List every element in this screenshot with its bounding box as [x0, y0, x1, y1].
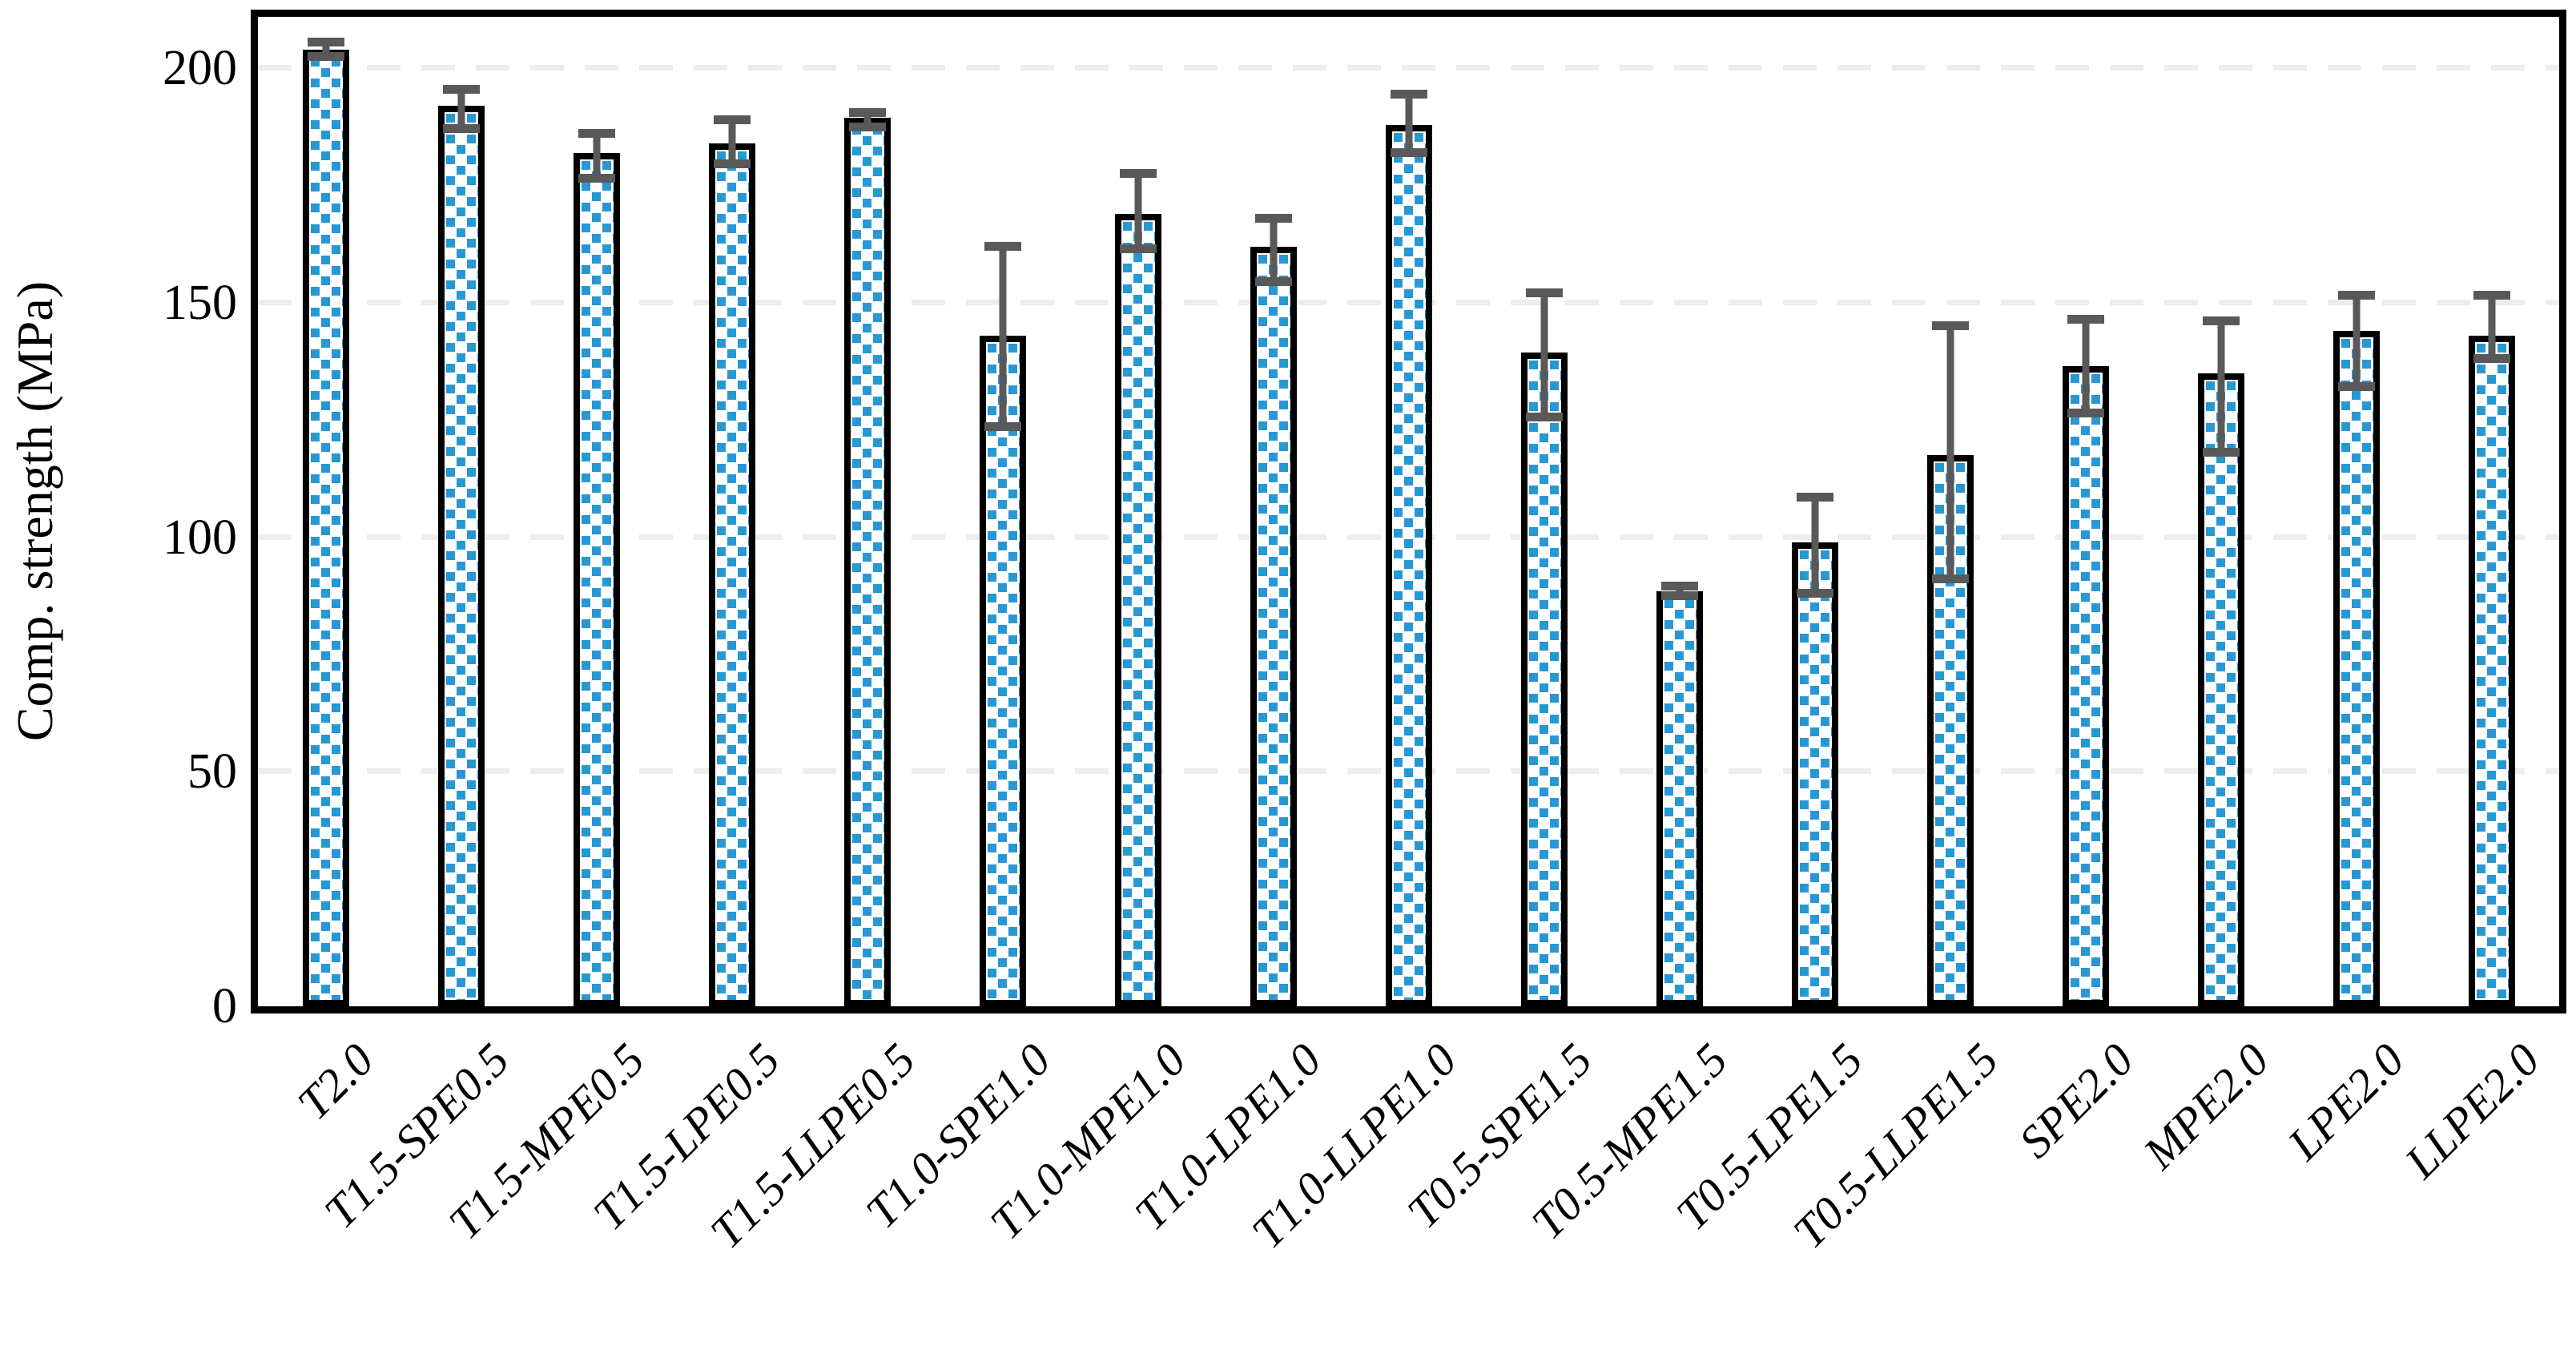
bar-T1.5-SPE0.5: [437, 106, 485, 1006]
error-cap-top-T1.0-LLPE1.0: [1390, 89, 1427, 99]
bar-T1.5-MPE0.5: [573, 152, 620, 1006]
error-cap-bottom-LLPE2.0: [2473, 354, 2510, 364]
bar-slot-LLPE2.0: [2424, 17, 2559, 1006]
error-cap-bottom-LPE2.0: [2337, 382, 2375, 392]
y-tick-label: 50: [187, 744, 237, 800]
bar-T0.5-LPE1.5: [1791, 542, 1838, 1006]
error-whisker-T1.0-LPE1.0: [1270, 218, 1277, 282]
bar-T0.5-SPE1.5: [1520, 352, 1568, 1006]
error-cap-top-T1.0-SPE1.0: [984, 241, 1021, 251]
bar-slot-SPE2.0: [2018, 17, 2153, 1006]
error-cap-bottom-T1.5-LLPE0.5: [848, 122, 886, 131]
error-cap-bottom-T1.0-LLPE1.0: [1390, 147, 1427, 157]
error-cap-bottom-SPE2.0: [2067, 408, 2104, 417]
x-tick-label-MPE2.0: MPE2.0: [2132, 1033, 2279, 1179]
y-tick-label: 0: [212, 979, 237, 1034]
error-cap-top-T1.0-MPE1.0: [1119, 169, 1157, 179]
bar-slot-T0.5-LPE1.5: [1747, 17, 1882, 1006]
error-cap-top-T1.5-MPE0.5: [578, 129, 615, 139]
error-cap-top-T0.5-LLPE1.5: [1931, 321, 1969, 331]
y-tick-label: 100: [163, 510, 237, 565]
error-whisker-T0.5-LPE1.5: [1811, 497, 1818, 594]
error-cap-bottom-T1.0-SPE1.0: [984, 422, 1021, 432]
x-tick-label-SPE2.0: SPE2.0: [2008, 1033, 2143, 1168]
error-cap-top-T1.5-SPE0.5: [442, 84, 480, 94]
bar-slot-T1.0-SPE1.0: [935, 17, 1070, 1006]
error-cap-bottom-T1.0-MPE1.0: [1119, 244, 1157, 253]
error-cap-bottom-T1.5-MPE0.5: [578, 173, 615, 183]
bar-slot-T1.0-LPE1.0: [1205, 17, 1341, 1006]
bar-slot-T1.5-LPE0.5: [664, 17, 799, 1006]
error-cap-top-T1.5-LPE0.5: [713, 115, 751, 124]
plot-area: [251, 10, 2566, 1013]
error-cap-bottom-T1.5-SPE0.5: [442, 124, 480, 134]
error-whisker-LLPE2.0: [2488, 296, 2495, 360]
error-whisker-T1.0-SPE1.0: [999, 246, 1006, 428]
bar-slot-T1.0-LLPE1.0: [1341, 17, 1476, 1006]
bar-SPE2.0: [2062, 366, 2109, 1006]
error-whisker-T2.0: [322, 42, 329, 57]
bar-slot-T1.5-LLPE0.5: [799, 17, 935, 1006]
error-whisker-T1.5-SPE0.5: [457, 89, 465, 130]
error-whisker-T1.5-MPE0.5: [593, 134, 600, 179]
x-tick-label-LPE2.0: LPE2.0: [2277, 1033, 2414, 1171]
error-cap-bottom-T0.5-MPE1.5: [1660, 590, 1698, 600]
bar-T1.0-LPE1.0: [1250, 246, 1297, 1006]
bar-T1.0-SPE1.0: [979, 336, 1026, 1006]
x-tick-label-T2.0: T2.0: [287, 1033, 384, 1130]
error-whisker-MPE2.0: [2217, 321, 2224, 453]
bar-T1.5-LLPE0.5: [843, 117, 891, 1006]
bar-slot-LPE2.0: [2288, 17, 2424, 1006]
error-cap-top-SPE2.0: [2067, 314, 2104, 324]
error-whisker-T0.5-SPE1.5: [1540, 293, 1548, 418]
error-cap-bottom-T2.0: [307, 51, 344, 61]
error-cap-top-MPE2.0: [2202, 316, 2240, 326]
bar-LLPE2.0: [2468, 336, 2515, 1006]
error-cap-top-T2.0: [307, 38, 344, 47]
error-cap-top-T0.5-LPE1.5: [1796, 492, 1833, 502]
bar-LPE2.0: [2332, 331, 2380, 1006]
bar-slot-MPE2.0: [2153, 17, 2288, 1006]
bar-slot-T1.5-MPE0.5: [529, 17, 664, 1006]
error-cap-bottom-T0.5-LPE1.5: [1796, 588, 1833, 598]
y-axis-title: Comp. strength (MPa): [6, 280, 63, 742]
bar-slots: [258, 17, 2559, 1006]
y-tick-label: 200: [163, 41, 237, 96]
bar-slot-T1.5-SPE0.5: [393, 17, 529, 1006]
error-whisker-LPE2.0: [2353, 296, 2360, 388]
error-whisker-T1.0-LLPE1.0: [1405, 94, 1412, 153]
bar-T1.5-LPE0.5: [708, 143, 755, 1006]
error-cap-bottom-T1.0-LPE1.0: [1254, 276, 1292, 286]
error-cap-top-LPE2.0: [2337, 291, 2375, 300]
error-cap-top-T1.5-LLPE0.5: [848, 108, 886, 117]
error-whisker-T1.0-MPE1.0: [1134, 174, 1141, 249]
bar-slot-T1.0-MPE1.0: [1070, 17, 1205, 1006]
error-cap-bottom-T0.5-LLPE1.5: [1931, 574, 1969, 584]
bar-T2.0: [302, 49, 349, 1006]
bar-slot-T0.5-MPE1.5: [1612, 17, 1747, 1006]
bar-slot-T0.5-LLPE1.5: [1882, 17, 2018, 1006]
gridline-200: [258, 65, 2559, 71]
bar-slot-T0.5-SPE1.5: [1476, 17, 1612, 1006]
error-cap-bottom-T0.5-SPE1.5: [1525, 413, 1563, 422]
bar-MPE2.0: [2197, 373, 2244, 1006]
error-whisker-SPE2.0: [2082, 319, 2089, 413]
error-cap-bottom-T1.5-LPE0.5: [713, 159, 751, 169]
bar-T1.0-LLPE1.0: [1385, 124, 1432, 1006]
y-tick-label: 150: [163, 276, 237, 331]
error-whisker-T0.5-LLPE1.5: [1946, 326, 1954, 580]
error-cap-top-LLPE2.0: [2473, 291, 2510, 300]
error-whisker-T1.5-LPE0.5: [728, 119, 735, 165]
x-tick-label-LLPE2.0: LLPE2.0: [2394, 1033, 2550, 1188]
bar-T1.0-MPE1.0: [1114, 213, 1161, 1006]
error-cap-top-T0.5-MPE1.5: [1660, 582, 1698, 591]
bar-slot-T2.0: [258, 17, 393, 1006]
error-cap-top-T1.0-LPE1.0: [1254, 213, 1292, 223]
error-cap-top-T0.5-SPE1.5: [1525, 288, 1563, 298]
error-whisker-T1.5-LLPE0.5: [863, 113, 871, 127]
bar-T0.5-MPE1.5: [1656, 591, 1703, 1006]
error-cap-bottom-MPE2.0: [2202, 448, 2240, 457]
